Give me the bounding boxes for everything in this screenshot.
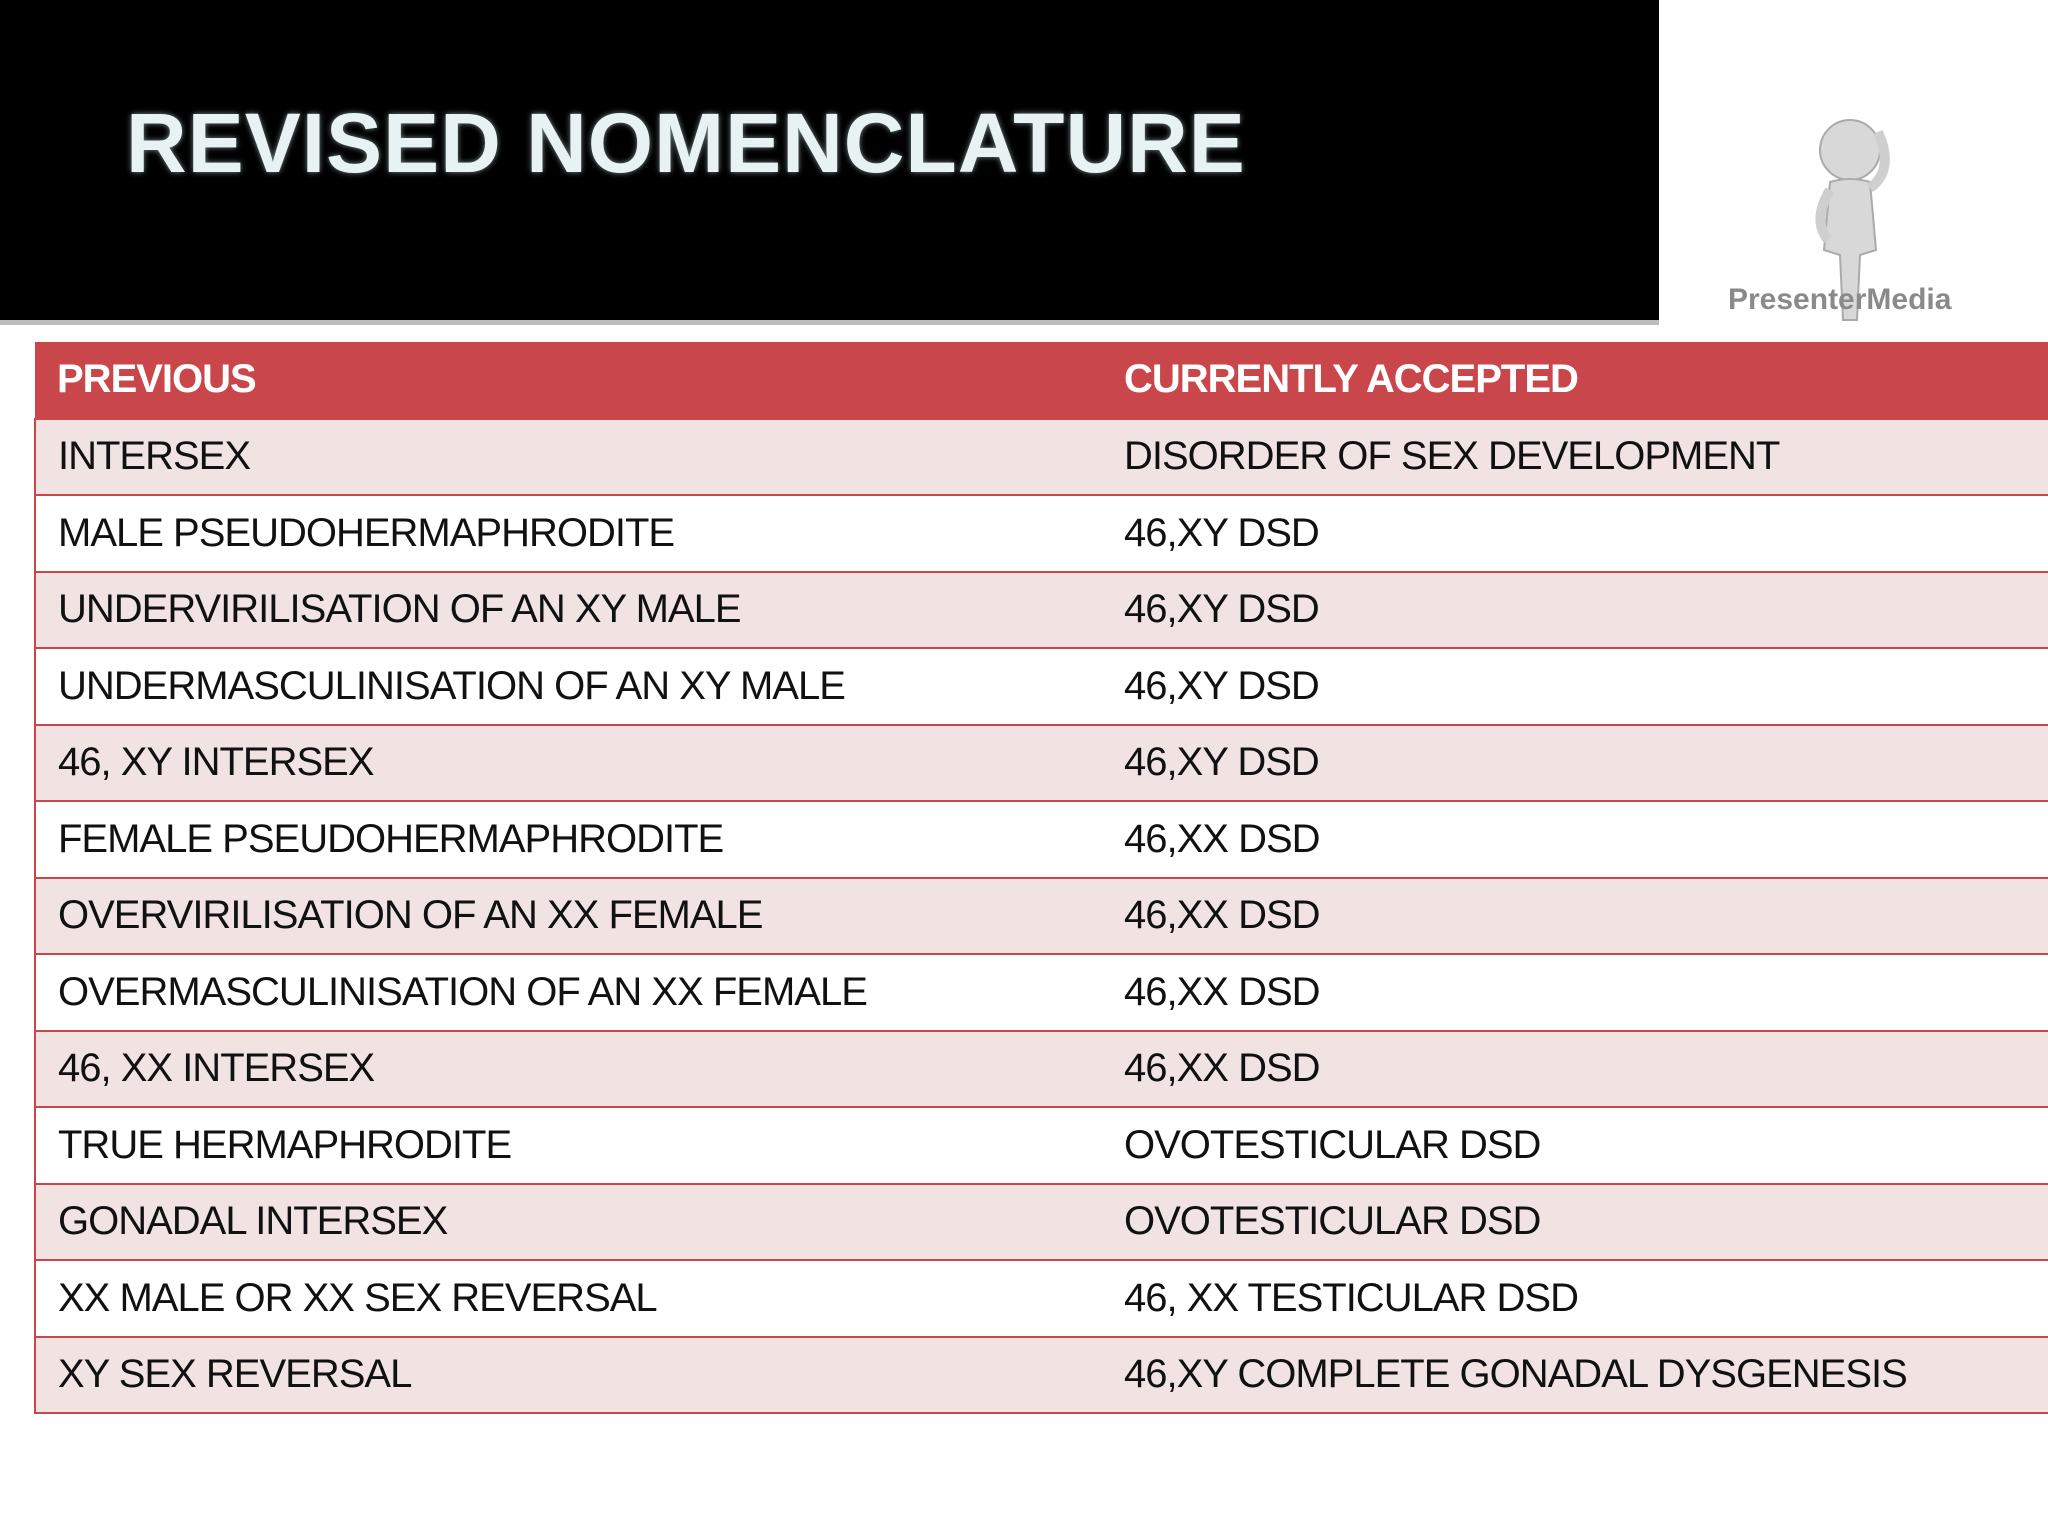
previous-term: FEMALE PSEUDOHERMAPHRODITE xyxy=(34,801,1102,879)
previous-term: GONADAL INTERSEX xyxy=(34,1183,1102,1261)
previous-term: 46, XX INTERSEX xyxy=(34,1030,1102,1108)
table-row: TRUE HERMAPHRODITE OVOTESTICULAR DSD xyxy=(34,1107,2048,1185)
accepted-term: DISORDER OF SEX DEVELOPMENT xyxy=(1102,418,2048,496)
table-row: MALE PSEUDOHERMAPHRODITE 46,XY DSD xyxy=(34,495,2048,573)
accepted-term: 46,XX DSD xyxy=(1102,801,2048,879)
accepted-term: 46,XY DSD xyxy=(1102,648,2048,726)
column-header: PREVIOUS xyxy=(35,342,1102,420)
table-row: OVERVIRILISATION OF AN XX FEMALE 46,XX DS… xyxy=(34,877,2048,955)
previous-term: OVERVIRILISATION OF AN XX FEMALE xyxy=(34,877,1102,955)
accepted-term: 46,XX DSD xyxy=(1102,877,2048,955)
accepted-term: 46,XY COMPLETE GONADAL DYSGENESIS xyxy=(1102,1336,2048,1414)
column-header: CURRENTLY ACCEPTED xyxy=(1102,342,2048,420)
table-row: GONADAL INTERSEX OVOTESTICULAR DSD xyxy=(34,1183,2048,1261)
header-row: PREVIOUS CURRENTLY ACCEPTED xyxy=(35,342,2048,420)
logo-text: PresenterMedia xyxy=(1728,283,1952,316)
accepted-term: 46,XY DSD xyxy=(1102,571,2048,649)
accepted-term: 46,XY DSD xyxy=(1102,724,2048,802)
accepted-term: 46,XX DSD xyxy=(1102,1030,2048,1108)
table-row: FEMALE PSEUDOHERMAPHRODITE 46,XX DSD xyxy=(34,801,2048,879)
accepted-term: 46,XX DSD xyxy=(1102,954,2048,1032)
previous-term: 46, XY INTERSEX xyxy=(34,724,1102,802)
previous-term: INTERSEX xyxy=(34,418,1102,496)
accepted-term: 46, XX TESTICULAR DSD xyxy=(1102,1260,2048,1338)
table-row: XY SEX REVERSAL 46,XY COMPLETE GONADAL DY… xyxy=(34,1336,2048,1414)
table-row: UNDERVIRILISATION OF AN XY MALE 46,XY DSD xyxy=(34,571,2048,649)
nomenclature-table: PREVIOUS CURRENTLY ACCEPTED INTERSEX DISO… xyxy=(34,342,2048,1414)
table-row: 46, XY INTERSEX 46,XY DSD xyxy=(34,724,2048,802)
previous-term: OVERMASCULINISATION OF AN XX FEMALE xyxy=(34,954,1102,1032)
slide-title: REVISED NOMENCLATURE xyxy=(126,96,1246,190)
previous-term: XX MALE OR XX SEX REVERSAL xyxy=(34,1260,1102,1338)
table-row: XX MALE OR XX SEX REVERSAL 46, XX TESTICU… xyxy=(34,1260,2048,1338)
table-row: 46, XX INTERSEX 46,XX DSD xyxy=(34,1030,2048,1108)
accepted-term: 46,XY DSD xyxy=(1102,495,2048,573)
previous-term: XY SEX REVERSAL xyxy=(34,1336,1102,1414)
accepted-term: OVOTESTICULAR DSD xyxy=(1102,1107,2048,1185)
previous-term: UNDERMASCULINISATION OF AN XY MALE xyxy=(34,648,1102,726)
table-row: UNDERMASCULINISATION OF AN XY MALE 46,XY … xyxy=(34,648,2048,726)
table-row: INTERSEX DISORDER OF SEX DEVELOPMENT xyxy=(34,418,2048,496)
previous-term: UNDERVIRILISATION OF AN XY MALE xyxy=(34,571,1102,649)
previous-term: TRUE HERMAPHRODITE xyxy=(34,1107,1102,1185)
table-body: INTERSEX DISORDER OF SEX DEVELOPMENT MALE … xyxy=(34,418,2048,1414)
table-row: OVERMASCULINISATION OF AN XX FEMALE 46,XX… xyxy=(34,954,2048,1032)
previous-term: MALE PSEUDOHERMAPHRODITE xyxy=(34,495,1102,573)
logo-figure xyxy=(1815,119,1890,321)
title-banner: REVISED NOMENCLATURE xyxy=(0,0,1659,325)
accepted-term: OVOTESTICULAR DSD xyxy=(1102,1183,2048,1261)
